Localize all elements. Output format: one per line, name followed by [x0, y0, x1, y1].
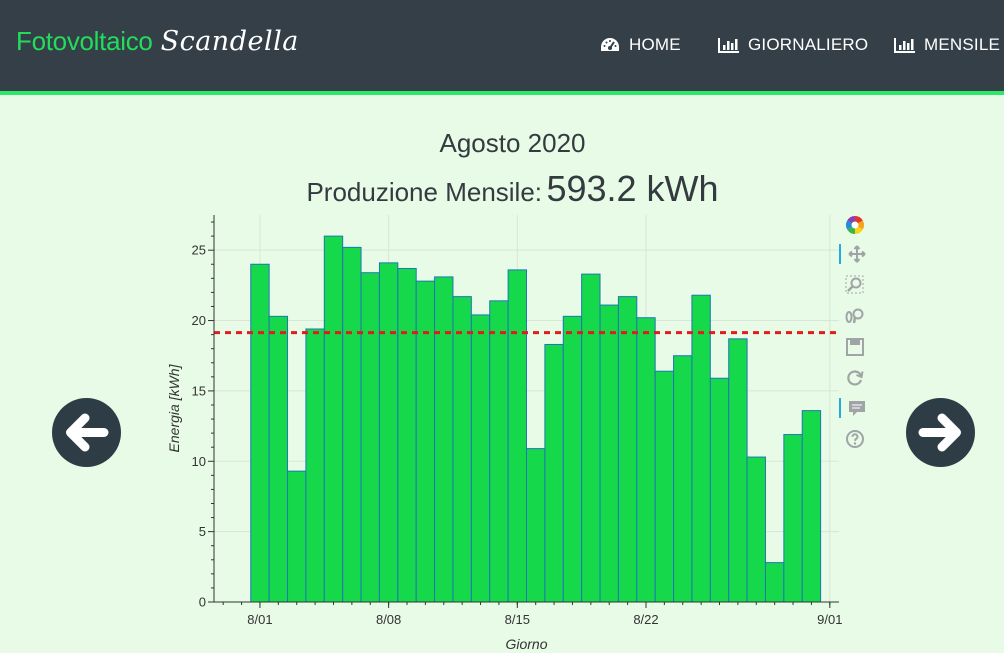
x-tick-label: 8/08: [376, 612, 401, 627]
bar-2020-08-25: [691, 294, 711, 603]
nav-giornaliero[interactable]: GIORNALIERO: [718, 33, 868, 57]
bar-2020-08-12: [452, 296, 472, 603]
x-axis-label: Giorno: [505, 636, 547, 652]
bar-2020-08-08: [378, 262, 399, 603]
wheel-zoom-icon[interactable]: [845, 306, 865, 326]
bar-2020-08-20: [599, 304, 619, 603]
y-axis-label: Energia [kWh]: [166, 363, 182, 452]
bar-2020-08-19: [581, 273, 601, 603]
bar-2020-08-11: [434, 276, 454, 603]
x-tick-label: 8/01: [247, 612, 272, 627]
bar-2020-08-18: [562, 315, 583, 603]
arrow-right-icon: [918, 413, 961, 452]
bar-2020-08-14: [489, 300, 509, 603]
prev-month-button[interactable]: [52, 398, 121, 467]
bar-2020-08-07: [360, 272, 380, 603]
bar-chart-icon: [894, 38, 915, 53]
bar-2020-08-17: [544, 343, 564, 603]
nav-mensile-label: MENSILE: [924, 35, 1001, 54]
nav-home[interactable]: HOME: [599, 33, 681, 57]
page-title: Agosto 2020: [439, 128, 586, 158]
nav-home-label: HOME: [629, 35, 681, 54]
dashboard-icon: [601, 38, 619, 51]
y-tick-label: 0: [199, 595, 206, 610]
pan-icon[interactable]: [839, 244, 867, 264]
brand-subtitle: Scandella: [160, 26, 299, 57]
nav-giornaliero-label: GIORNALIERO: [748, 35, 869, 54]
bar-2020-08-03: [287, 470, 307, 603]
bar-2020-08-27: [728, 338, 748, 603]
y-tick-label: 25: [192, 243, 206, 258]
x-tick-label: 8/22: [633, 612, 658, 627]
bar-2020-08-16: [526, 448, 546, 603]
y-tick-label: 10: [192, 454, 206, 469]
bar-2020-08-10: [415, 280, 436, 603]
x-tick-label: 8/15: [505, 612, 530, 627]
x-tick-label: 9/01: [817, 612, 842, 627]
brand-logo[interactable]: Fotovoltaico Scandella: [16, 26, 299, 66]
bar-2020-08-06: [342, 246, 362, 603]
production-value: 593.2 kWh: [546, 168, 719, 209]
brand-title: Fotovoltaico: [16, 26, 153, 56]
save-icon[interactable]: [845, 337, 865, 357]
production-label: Produzione Mensile:: [306, 177, 543, 207]
bar-2020-08-21: [617, 296, 638, 603]
reset-icon[interactable]: [845, 368, 865, 388]
hover-icon[interactable]: [839, 398, 867, 418]
bar-2020-08-05: [323, 235, 344, 603]
navbar: Fotovoltaico Scandella HOME GIORNALIERO: [0, 0, 1004, 95]
bar-2020-08-13: [470, 314, 491, 603]
nav-mensile[interactable]: MENSILE: [894, 33, 1000, 57]
bar-2020-08-01: [250, 263, 270, 603]
bar-2020-08-23: [654, 370, 675, 603]
bokeh-logo-icon[interactable]: [845, 215, 865, 235]
bar-2020-08-04: [305, 328, 325, 603]
bar-2020-08-02: [268, 315, 289, 603]
bar-2020-08-09: [397, 267, 417, 603]
bar-2020-08-30: [783, 434, 803, 603]
bar-chart-icon: [718, 38, 739, 53]
y-tick-label: 20: [192, 313, 206, 328]
arrow-left-icon: [66, 413, 109, 452]
next-month-button[interactable]: [906, 398, 975, 467]
bar-2020-08-29: [764, 562, 785, 603]
bar-2020-08-15: [507, 269, 527, 603]
bar-2020-08-22: [636, 317, 656, 603]
y-tick-label: 15: [192, 383, 206, 398]
bar-2020-08-24: [673, 355, 693, 603]
bar-2020-08-28: [746, 456, 766, 603]
bar-2020-08-26: [709, 377, 730, 603]
help-icon[interactable]: [845, 429, 865, 449]
box-zoom-icon[interactable]: [845, 275, 865, 295]
y-tick-label: 5: [199, 524, 206, 539]
production-summary: Produzione Mensile: 593.2 kWh: [0, 168, 1004, 210]
bar-2020-08-31: [801, 410, 822, 603]
